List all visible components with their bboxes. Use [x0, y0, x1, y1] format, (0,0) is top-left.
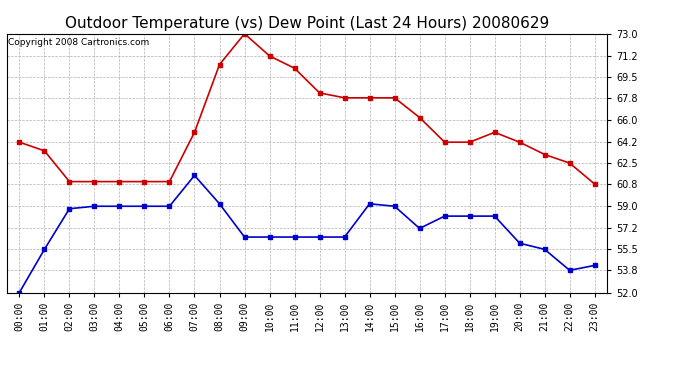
- Title: Outdoor Temperature (vs) Dew Point (Last 24 Hours) 20080629: Outdoor Temperature (vs) Dew Point (Last…: [65, 16, 549, 31]
- Text: Copyright 2008 Cartronics.com: Copyright 2008 Cartronics.com: [8, 38, 149, 46]
